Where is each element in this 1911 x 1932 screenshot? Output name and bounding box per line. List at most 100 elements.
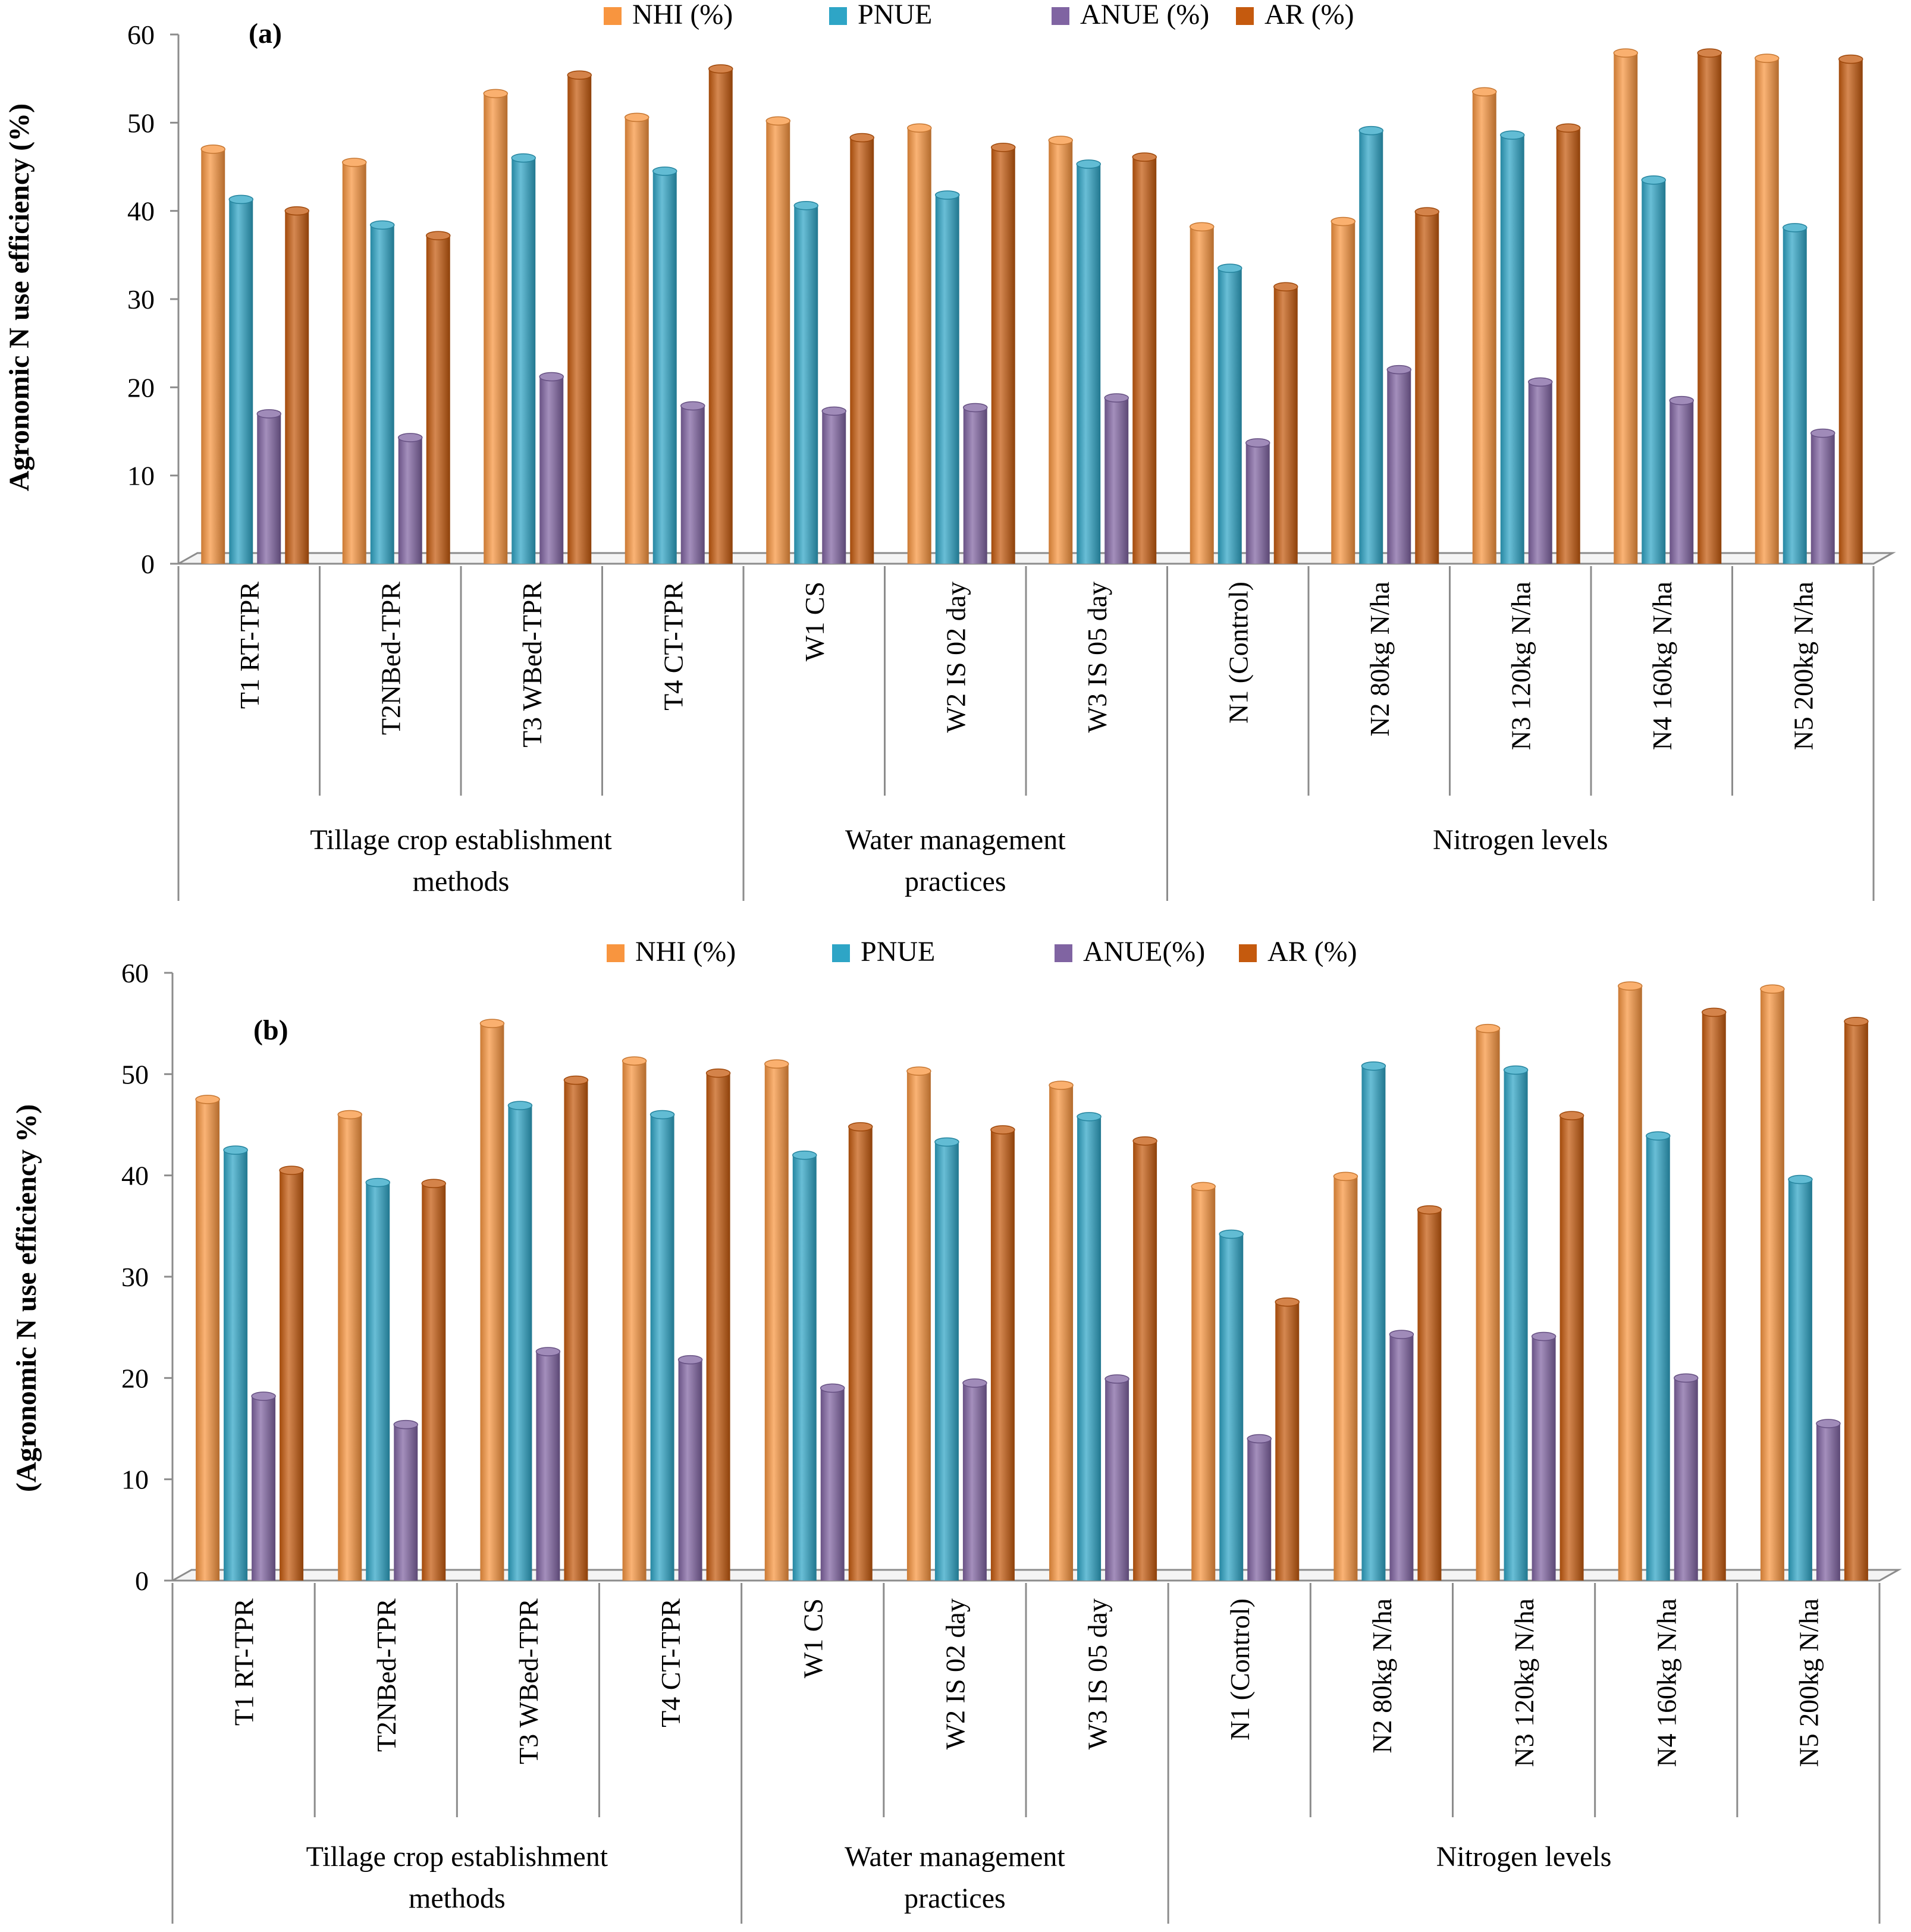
bar-ar-1: [422, 1183, 446, 1581]
bar-cap-pnue-11: [1788, 1174, 1813, 1185]
group-label: Tillage crop establishment: [306, 1841, 608, 1873]
bar-anue-11: [1816, 1423, 1840, 1581]
category-label: T3 WBed-TPR: [513, 1598, 544, 1764]
bar-cap-pnue-1: [365, 1177, 390, 1188]
bar-cap-anue-3: [677, 1355, 703, 1365]
bar-anue-9: [1532, 1336, 1556, 1581]
bar-cap-anue-2: [539, 372, 564, 382]
bar-cap-nhi-3: [625, 112, 649, 122]
bar-nhi-5: [906, 1071, 931, 1581]
bar-cap-anue-4: [820, 1383, 845, 1393]
bar-pnue-1: [366, 1182, 390, 1581]
bar-pnue-4: [794, 205, 818, 564]
bar-ar-3: [706, 1073, 730, 1581]
legend-swatch-nhi: [607, 944, 625, 962]
bar-ar-1: [426, 235, 450, 564]
bar-cap-anue-5: [962, 1378, 987, 1388]
bar-cap-pnue-5: [934, 1137, 959, 1147]
bar-ar-2: [567, 75, 592, 564]
y-tick-label: 30: [127, 284, 155, 315]
group-label: Water management: [845, 1841, 1065, 1873]
y-axis-title: (Agronomic N use efficiency %): [11, 1104, 42, 1492]
bar-pnue-1: [370, 225, 394, 564]
floor: [175, 552, 1896, 565]
bar-cap-pnue-0: [228, 194, 253, 205]
bar-cap-pnue-4: [793, 201, 818, 211]
bar-pnue-9: [1504, 1070, 1528, 1581]
bar-cap-ar-5: [991, 143, 1016, 152]
bar-cap-pnue-11: [1783, 223, 1808, 233]
bar-anue-8: [1387, 369, 1411, 564]
bar-anue-8: [1389, 1334, 1414, 1581]
bar-anue-6: [1105, 1379, 1129, 1581]
category-label: N4 160kg N/ha: [1647, 582, 1677, 750]
bar-pnue-8: [1361, 1066, 1386, 1581]
bar-cap-nhi-11: [1755, 54, 1780, 63]
y-tick-label: 30: [121, 1262, 149, 1292]
bar-cap-anue-11: [1810, 428, 1835, 438]
bar-nhi-8: [1331, 221, 1355, 564]
bar-cap-ar-6: [1132, 1136, 1157, 1146]
bar-anue-10: [1670, 400, 1694, 564]
bar-nhi-1: [338, 1114, 362, 1581]
bar-nhi-9: [1472, 92, 1496, 564]
category-label: W2 IS 02 day: [940, 1598, 970, 1749]
bar-cap-nhi-2: [483, 89, 508, 99]
bar-cap-pnue-2: [507, 1101, 533, 1110]
bar-nhi-11: [1760, 989, 1784, 1581]
y-tick-label: 10: [121, 1465, 149, 1495]
bar-cap-pnue-10: [1646, 1131, 1671, 1141]
group-label: Tillage crop establishment: [310, 824, 612, 856]
bar-pnue-6: [1077, 164, 1101, 564]
bar-cap-anue-5: [963, 403, 988, 413]
y-tick-label: 0: [135, 1566, 149, 1596]
bar-pnue-3: [652, 171, 677, 564]
bar-cap-anue-9: [1531, 1331, 1557, 1342]
bar-cap-anue-1: [393, 1419, 418, 1430]
group-label: Nitrogen levels: [1436, 1841, 1612, 1873]
bar-anue-7: [1245, 442, 1270, 564]
bar-ar-3: [708, 68, 733, 564]
bar-cap-nhi-2: [479, 1019, 505, 1028]
bar-cap-nhi-9: [1472, 87, 1497, 97]
bar-anue-11: [1810, 433, 1835, 564]
y-tick-label: 40: [121, 1161, 149, 1191]
bar-cap-nhi-6: [1049, 1080, 1074, 1090]
bar-pnue-8: [1359, 130, 1383, 564]
bar-cap-anue-6: [1104, 393, 1129, 403]
category-label: N5 200kg N/ha: [1793, 1598, 1824, 1767]
bar-ar-8: [1415, 212, 1439, 564]
category-label: N5 200kg N/ha: [1788, 582, 1818, 750]
bar-cap-pnue-4: [792, 1150, 817, 1160]
bar-cap-nhi-9: [1475, 1023, 1501, 1033]
bar-anue-5: [963, 407, 987, 564]
bar-cap-anue-0: [251, 1391, 276, 1401]
bar-anue-3: [680, 406, 705, 564]
category-label: N2 80kg N/ha: [1364, 582, 1395, 737]
legend-swatch-ar: [1239, 944, 1257, 962]
bar-cap-ar-0: [284, 206, 309, 216]
bar-cap-ar-2: [567, 70, 592, 80]
bar-pnue-7: [1217, 268, 1242, 564]
bar-cap-ar-1: [421, 1179, 446, 1189]
bar-ar-9: [1559, 1116, 1584, 1581]
bar-cap-anue-11: [1816, 1419, 1841, 1428]
bar-nhi-4: [764, 1064, 789, 1581]
y-tick-label: 50: [121, 1059, 149, 1089]
bar-cap-pnue-10: [1641, 175, 1666, 185]
y-tick-label: 60: [127, 20, 155, 50]
bar-pnue-3: [650, 1114, 674, 1581]
bar-cap-pnue-9: [1500, 130, 1525, 140]
category-label: N3 120kg N/ha: [1505, 582, 1536, 750]
bar-cap-ar-4: [848, 1122, 873, 1132]
bar-cap-ar-6: [1132, 152, 1157, 162]
bar-ar-11: [1838, 59, 1863, 564]
floor: [169, 1569, 1902, 1582]
bar-pnue-10: [1646, 1136, 1670, 1581]
bar-nhi-2: [484, 93, 508, 564]
bar-nhi-3: [622, 1061, 647, 1581]
bar-anue-9: [1528, 382, 1552, 564]
legend-label-pnue: PNUE: [861, 936, 935, 967]
category-label: W1 CS: [798, 1598, 828, 1678]
bar-cap-pnue-6: [1077, 1112, 1102, 1121]
